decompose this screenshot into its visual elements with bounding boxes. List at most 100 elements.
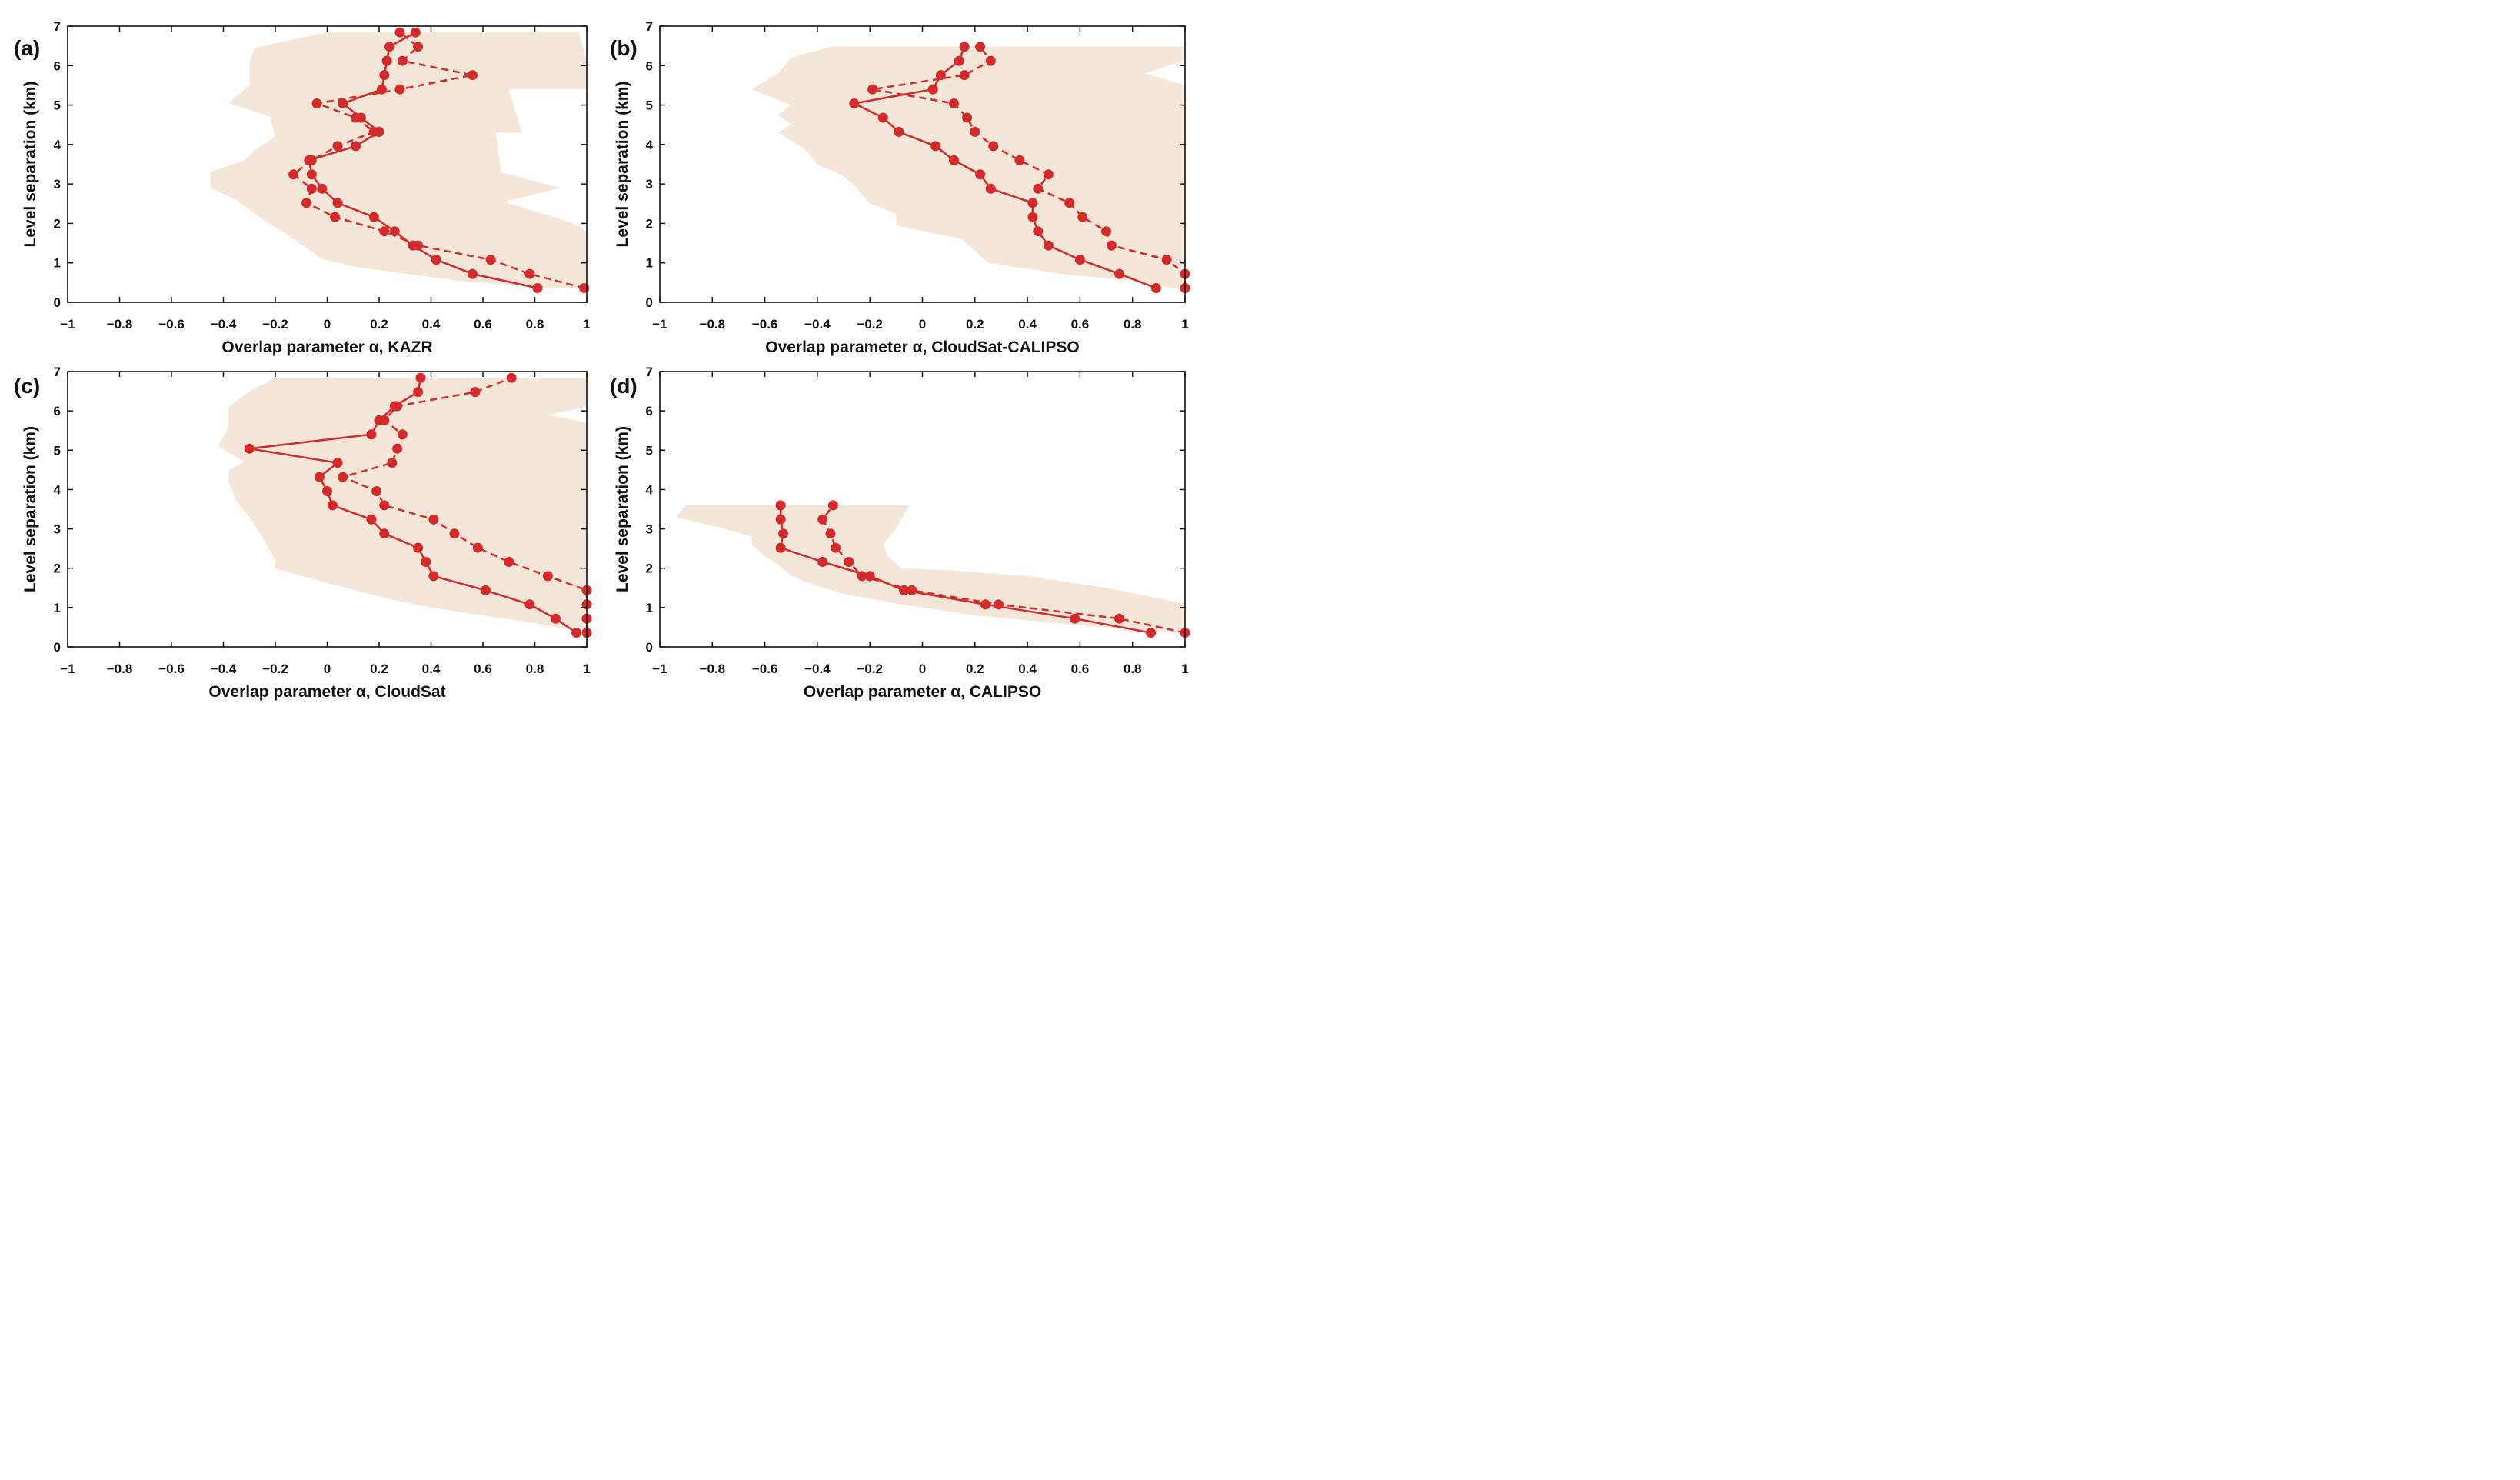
y-tick-label: 1 (646, 601, 653, 615)
chart-panel-1: −1 −0.8 −0.6 −0.4 −0.2 0 0.2 0.4 0.6 0.8 1 0 1 2 3 4 5 6 7… (14, 19, 591, 356)
x-tick-label: 0.6 (474, 317, 492, 332)
x-tick-label: 0.2 (966, 317, 984, 332)
x-tick-label: −0.8 (700, 317, 726, 332)
y-tick-label: 4 (646, 138, 654, 152)
x-tick-label: 0.8 (1124, 317, 1142, 332)
data-point-dashed (994, 599, 1004, 610)
data-point-solid (985, 183, 996, 194)
data-point-dashed (542, 571, 553, 582)
data-point-solid (410, 27, 421, 38)
x-tick-label: 0.6 (1071, 317, 1090, 332)
data-point-solid (954, 55, 964, 66)
data-point-solid (1074, 255, 1085, 265)
x-tick-label: 0.4 (1018, 662, 1037, 676)
panel-label: (c) (14, 374, 40, 398)
y-tick-label: 7 (646, 19, 653, 34)
data-point-dashed (413, 42, 424, 52)
data-point-dashed (288, 169, 299, 180)
data-point-dashed (1014, 155, 1025, 165)
y-tick-label: 2 (54, 562, 61, 576)
data-point-solid (778, 528, 788, 539)
data-point-solid (775, 542, 786, 553)
data-point-solid (415, 372, 426, 383)
data-point-dashed (506, 372, 517, 383)
x-axis-label: Overlap parameter α, CALIPSO (804, 683, 1041, 701)
y-tick-label: 1 (54, 601, 61, 615)
y-tick-label: 0 (646, 640, 653, 655)
data-point-dashed (394, 84, 405, 95)
x-tick-label: −0.2 (262, 317, 288, 332)
y-tick-label: 3 (54, 522, 61, 537)
data-point-dashed (907, 585, 917, 595)
data-point-dashed (959, 70, 970, 81)
chart-panel-4: −1 −0.8 −0.6 −0.4 −0.2 0 0.2 0.4 0.6 0.8 1 0 1 2 3 4 5 6 7… (610, 365, 1190, 701)
data-point-dashed (1106, 240, 1117, 251)
y-tick-label: 5 (646, 443, 653, 458)
data-point-solid (1146, 628, 1157, 638)
data-point-solid (1114, 268, 1125, 279)
data-point-solid (930, 141, 941, 152)
data-point-solid (1043, 240, 1054, 251)
data-point-solid (428, 571, 439, 582)
x-axis-label: Overlap parameter α, CloudSat-CALIPSO (765, 338, 1080, 356)
data-point-solid (959, 42, 970, 52)
data-point-solid (532, 283, 543, 293)
y-tick-label: 1 (54, 256, 61, 271)
data-point-solid (381, 55, 392, 66)
data-point-solid (468, 268, 478, 279)
spread-band (675, 505, 1185, 633)
y-axis-label: Level separation (km) (22, 82, 39, 248)
data-point-solid (244, 443, 255, 454)
data-point-dashed (985, 55, 996, 66)
x-tick-label: 0.2 (966, 662, 984, 676)
data-point-solid (314, 472, 325, 482)
data-point-dashed (1114, 613, 1125, 624)
x-tick-label: 0 (324, 317, 331, 332)
series-line-solid (779, 505, 1151, 634)
x-tick-label: 0 (919, 317, 926, 332)
y-tick-label: 5 (54, 443, 61, 458)
data-point-solid (894, 126, 904, 137)
data-point-dashed (397, 55, 408, 66)
x-tick-label: 0.4 (422, 317, 441, 332)
spread-band (218, 378, 587, 633)
data-point-solid (1150, 283, 1161, 293)
data-point-dashed (470, 387, 481, 398)
data-point-dashed (468, 70, 478, 81)
y-tick-label: 4 (646, 482, 654, 497)
y-tick-label: 3 (646, 177, 653, 192)
x-tick-label: −0.2 (262, 662, 288, 676)
data-point-solid (332, 458, 343, 468)
chart-panel-3: −1 −0.8 −0.6 −0.4 −0.2 0 0.2 0.4 0.6 0.8 1 0 1 2 3 4 5 6 7… (14, 365, 592, 701)
data-point-dashed (1043, 169, 1054, 180)
y-axis-label: Level separation (km) (614, 426, 631, 592)
x-axis-label: Overlap parameter α, KAZR (221, 338, 432, 356)
data-point-solid (571, 628, 581, 638)
x-tick-label: −0.6 (158, 317, 185, 332)
x-tick-label: 0 (324, 662, 331, 676)
data-point-dashed (1064, 198, 1075, 208)
series-line-dashed (821, 505, 1186, 634)
y-axis-label: Level separation (km) (614, 82, 631, 248)
x-tick-label: −1 (60, 662, 75, 676)
x-tick-label: 0.8 (1124, 662, 1142, 676)
data-point-dashed (988, 141, 999, 152)
data-point-solid (351, 141, 361, 152)
x-tick-label: −0.8 (107, 662, 133, 676)
data-point-solid (379, 528, 390, 539)
data-point-solid (775, 500, 786, 511)
x-tick-label: 0.6 (1071, 662, 1090, 676)
y-tick-label: 0 (646, 295, 653, 310)
y-tick-label: 4 (54, 138, 62, 152)
y-tick-label: 7 (54, 19, 61, 34)
data-point-solid (775, 514, 786, 525)
data-point-dashed (338, 472, 348, 482)
y-tick-label: 3 (646, 522, 653, 537)
x-tick-label: 1 (583, 317, 590, 332)
data-point-dashed (413, 240, 424, 251)
data-point-dashed (306, 155, 317, 165)
data-point-solid (1027, 198, 1038, 208)
x-tick-label: 0.8 (526, 317, 544, 332)
x-tick-label: 0.6 (474, 662, 492, 676)
x-tick-label: −0.4 (211, 317, 237, 332)
